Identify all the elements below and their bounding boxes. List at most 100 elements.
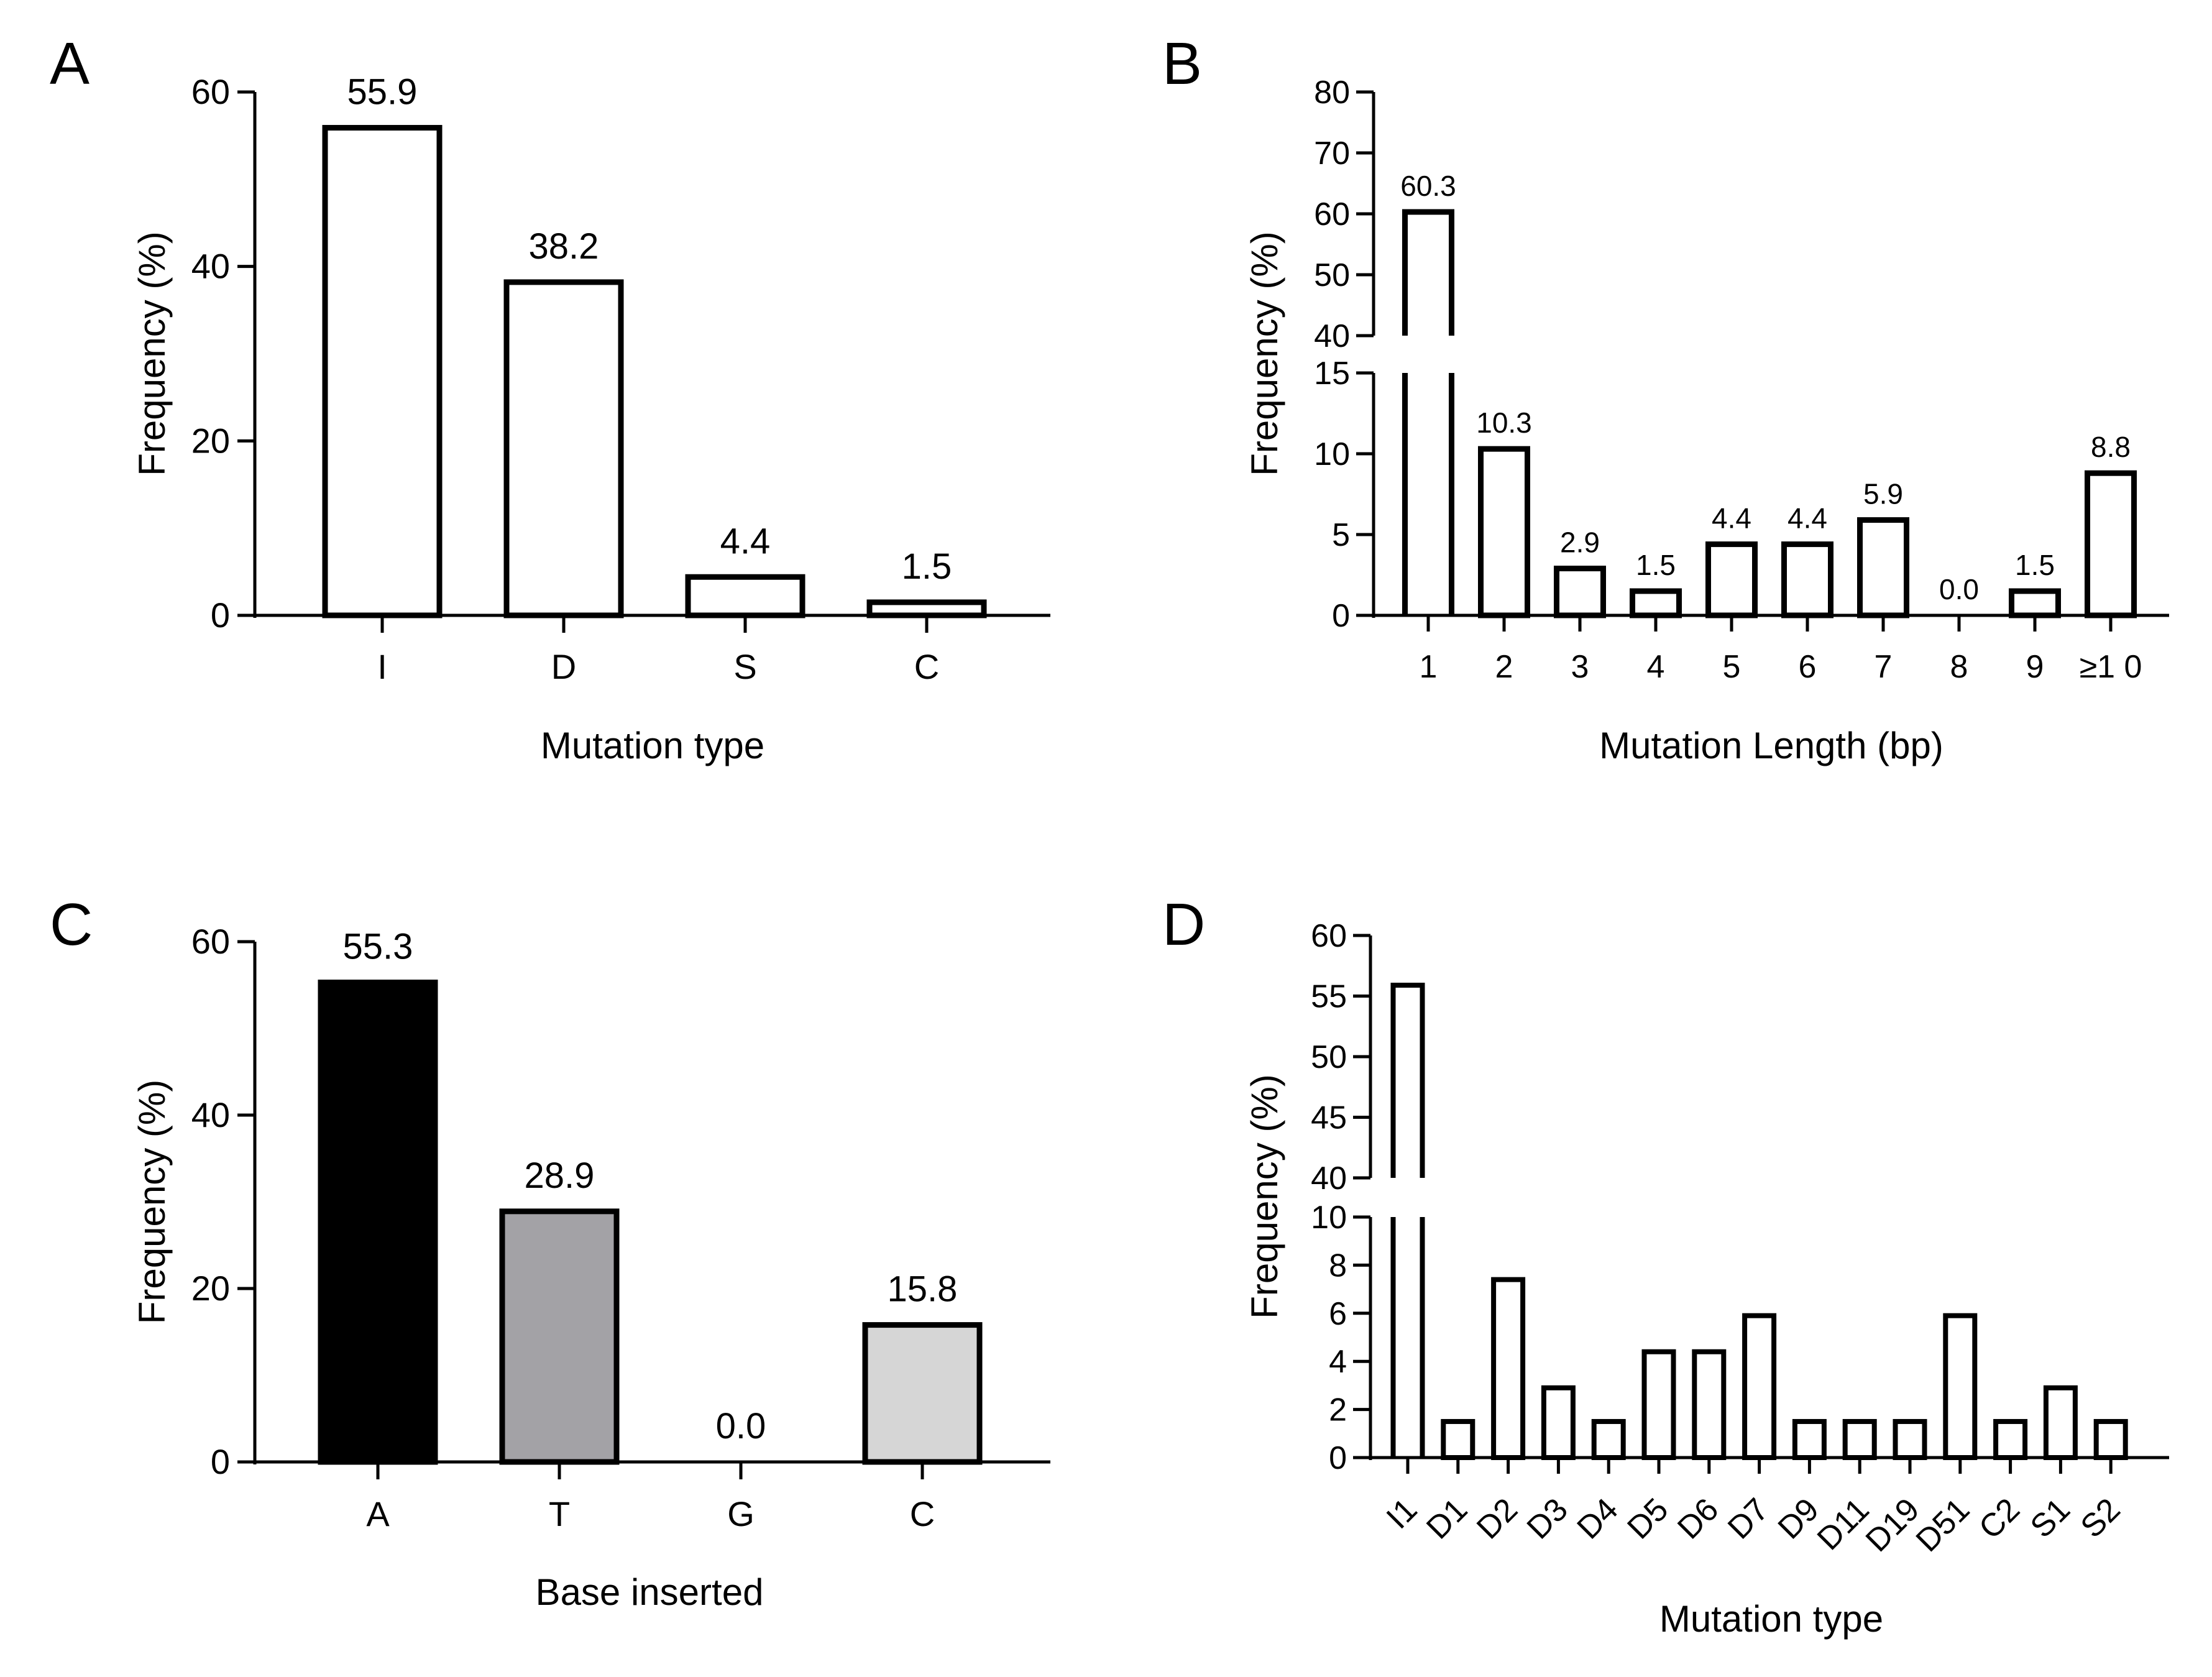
y-tick-label-D: 0 xyxy=(1329,1440,1347,1476)
x-tick-label-A: I xyxy=(377,647,387,686)
value-label-B-2: 10.3 xyxy=(1476,407,1532,439)
panel-letter-d: D xyxy=(1162,891,1205,958)
value-label-B-9: 1.5 xyxy=(2015,549,2055,581)
bar-A-C xyxy=(866,599,987,618)
bar-D-D4 xyxy=(1591,1418,1626,1460)
bar-B-4 xyxy=(1630,588,1682,618)
value-label-C-G: 0.0 xyxy=(716,1406,766,1446)
y-tick-label-D: 50 xyxy=(1311,1039,1347,1075)
bar-A-S xyxy=(685,574,805,618)
bar-D-D5 xyxy=(1641,1349,1676,1460)
y-tick-label-B: 50 xyxy=(1314,257,1350,293)
value-label-C-A: 55.3 xyxy=(343,927,413,967)
x-axis-title-A: Mutation type xyxy=(541,725,764,766)
y-tick-label-D: 60 xyxy=(1311,918,1347,954)
panel-c-bar-chart: C 0 20 40 60 55.3 A 28.9 T 0.0 G 15.8 C Base inserte… xyxy=(50,891,1050,1613)
value-label-B-1: 60.3 xyxy=(1400,170,1456,202)
y-axis-title-A: Frequency (%) xyxy=(131,231,173,476)
x-axis-title-C: Base inserted xyxy=(536,1571,764,1613)
y-tick-label-B: 80 xyxy=(1314,75,1350,111)
bar-D-D6 xyxy=(1692,1349,1727,1460)
x-tick-label-B: 6 xyxy=(1799,649,1817,685)
y-tick-label-A: 0 xyxy=(211,595,230,635)
y-tick-label-B: 0 xyxy=(1332,598,1350,634)
y-tick-label-D: 8 xyxy=(1329,1247,1347,1284)
y-tick-label-C: 0 xyxy=(211,1442,230,1481)
bar-B-9 xyxy=(2009,588,2061,618)
y-tick-label-B: 5 xyxy=(1332,517,1350,553)
x-tick-label-A: S xyxy=(733,647,756,686)
x-tick-label-B: 3 xyxy=(1571,649,1589,685)
bar-D-D9 xyxy=(1792,1418,1827,1460)
value-label-A-D: 38.2 xyxy=(529,226,599,267)
panel-letter-b: B xyxy=(1162,30,1202,97)
panel-letter-a: A xyxy=(50,30,89,97)
x-tick-label-C: A xyxy=(366,1494,390,1533)
x-tick-label-B: 2 xyxy=(1495,649,1513,685)
y-tick-label-C: 40 xyxy=(191,1095,230,1134)
y-axis-title-D: Frequency (%) xyxy=(1244,1074,1285,1318)
bar-D-I1-upper xyxy=(1390,982,1425,1178)
y-tick-label-D: 2 xyxy=(1329,1392,1347,1428)
bar-D-D7 xyxy=(1742,1313,1777,1460)
value-label-C-T: 28.9 xyxy=(525,1156,595,1196)
y-tick-label-C: 20 xyxy=(191,1269,230,1308)
bar-A-D xyxy=(503,279,624,618)
x-axis-title-B: Mutation Length (bp) xyxy=(1599,725,1944,766)
y-tick-label-B: 70 xyxy=(1314,136,1350,172)
y-tick-label-D: 10 xyxy=(1311,1200,1347,1236)
y-tick-label-B: 10 xyxy=(1314,436,1350,472)
y-tick-label-D: 6 xyxy=(1329,1296,1347,1332)
x-tick-label-B: 5 xyxy=(1723,649,1741,685)
value-label-B-8: 0.0 xyxy=(1939,573,1979,605)
bar-A-I xyxy=(322,125,443,618)
x-tick-label-C: T xyxy=(549,1494,570,1533)
value-label-B-5: 4.4 xyxy=(1712,502,1751,535)
bar-D-D1 xyxy=(1441,1418,1475,1460)
bar-D-I1-lower xyxy=(1390,1217,1425,1458)
value-label-A-C: 1.5 xyxy=(902,546,952,587)
bar-D-D19 xyxy=(1893,1418,1927,1460)
bar-B-1-lower xyxy=(1402,373,1454,615)
y-tick-label-A: 20 xyxy=(191,421,230,460)
y-tick-label-B: 60 xyxy=(1314,196,1350,232)
bar-C-A xyxy=(318,980,438,1465)
bar-B-2 xyxy=(1478,446,1530,618)
y-tick-label-D: 4 xyxy=(1329,1344,1347,1380)
bar-D-D11 xyxy=(1842,1418,1877,1460)
x-tick-label-C: G xyxy=(727,1494,755,1533)
bar-D-S1 xyxy=(2043,1385,2078,1461)
x-tick-label-C: C xyxy=(910,1494,935,1533)
x-tick-label-B: 1 xyxy=(1420,649,1438,685)
value-label-A-S: 4.4 xyxy=(720,521,771,561)
y-axis-title-B: Frequency (%) xyxy=(1244,231,1285,476)
bar-B-7 xyxy=(1857,517,1909,618)
value-label-A-I: 55.9 xyxy=(347,72,418,113)
y-tick-label-B: 40 xyxy=(1314,318,1350,354)
x-tick-label-A: C xyxy=(914,647,939,686)
bar-C-T xyxy=(499,1208,620,1465)
y-tick-label-D: 45 xyxy=(1311,1100,1347,1136)
x-tick-label-B: 8 xyxy=(1950,649,1968,685)
x-tick-label-B: 4 xyxy=(1647,649,1665,685)
panel-a-bar-chart: A 0 20 40 60 55.9 I 38.2 D 4.4 S 1.5 C Mutation type… xyxy=(50,30,1050,766)
bar-D-S2 xyxy=(2093,1418,2128,1460)
bar-D-D2 xyxy=(1491,1277,1526,1461)
bar-B-1-upper xyxy=(1402,209,1454,336)
value-label-B-3: 2.9 xyxy=(1560,526,1600,559)
value-label-C-C: 15.8 xyxy=(888,1269,958,1310)
value-label-B-≥1 0: 8.8 xyxy=(2091,431,2131,463)
value-label-B-4: 1.5 xyxy=(1636,549,1676,581)
x-tick-label-B: 9 xyxy=(2026,649,2044,685)
bar-B-≥1 0 xyxy=(2085,470,2137,618)
bar-D-D51 xyxy=(1943,1313,1978,1460)
bar-D-C2 xyxy=(1993,1418,2028,1460)
y-tick-label-D: 55 xyxy=(1311,979,1347,1015)
y-axis-title-C: Frequency (%) xyxy=(131,1080,173,1324)
bar-B-3 xyxy=(1554,566,1606,618)
x-tick-label-B: 7 xyxy=(1875,649,1893,685)
panel-letter-c: C xyxy=(50,891,93,958)
bar-C-C xyxy=(862,1322,983,1465)
